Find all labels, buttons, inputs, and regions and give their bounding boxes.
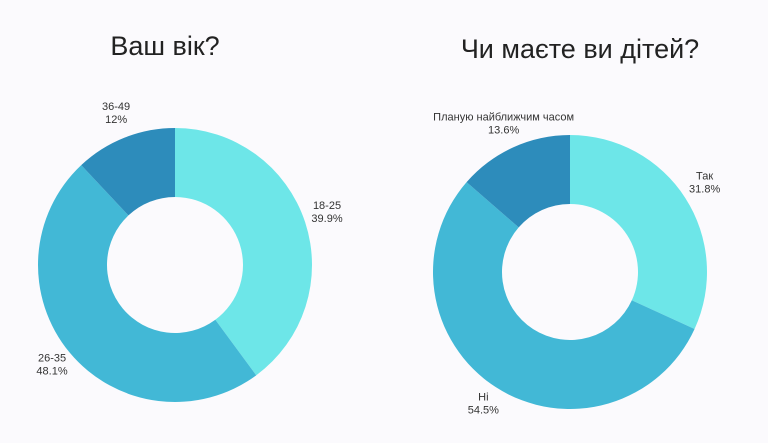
chart-title: Ваш вік?: [110, 31, 219, 61]
slice-category: 18-25: [313, 200, 341, 212]
slice-category: Так: [696, 171, 713, 183]
slice-category: 26-35: [38, 352, 66, 364]
slice-category: Ні: [478, 392, 488, 404]
donut-slice: [570, 135, 708, 330]
slice-value: 12%: [105, 114, 127, 126]
slice-value: 31.8%: [689, 184, 720, 196]
donut-slice: [81, 128, 175, 216]
donut-slice: [38, 165, 257, 402]
chart-title: Чи маєте ви дітей?: [461, 34, 699, 64]
slice-value: 54.5%: [468, 405, 499, 417]
slice-category: Планую найближчим часом: [433, 111, 574, 123]
slice-value: 13.6%: [488, 124, 519, 136]
donut-slice: [466, 135, 570, 228]
slice-value: 39.9%: [311, 213, 342, 225]
slice-category: 36-49: [102, 101, 130, 113]
donut-slice: [433, 182, 695, 409]
slice-value: 48.1%: [36, 365, 67, 377]
donut-slice: [175, 128, 312, 376]
